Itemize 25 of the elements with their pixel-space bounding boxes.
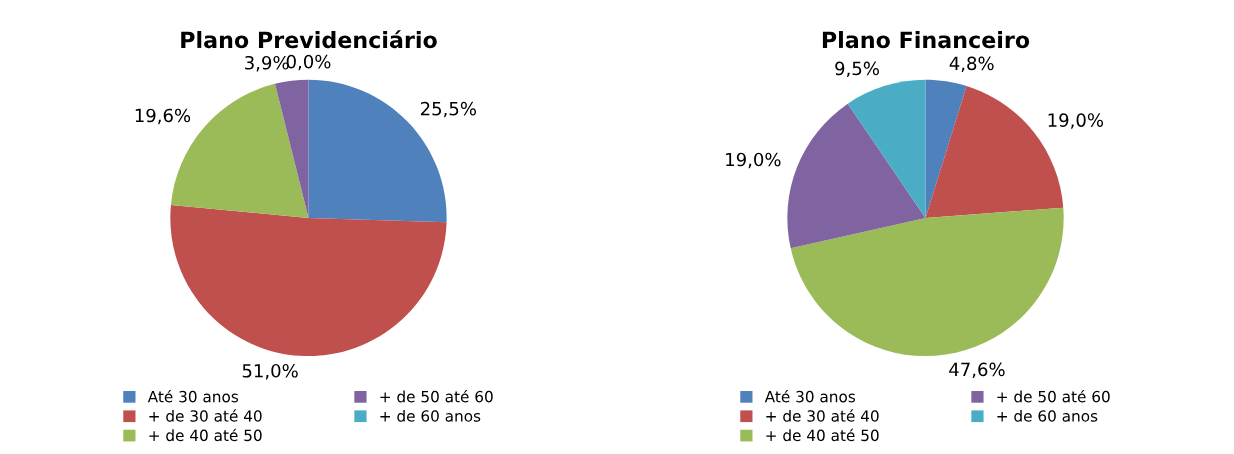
pie-slice <box>170 204 447 357</box>
data-label: 4,8% <box>949 56 994 73</box>
data-label: 19,0% <box>726 152 781 169</box>
legend-label: + de 40 até 50 <box>149 428 262 442</box>
chart-title: Plano Previdenciário <box>181 30 437 49</box>
pie-slice <box>847 79 926 218</box>
chart-title: Plano Financeiro <box>822 31 1030 49</box>
pie-slice <box>925 79 967 218</box>
legend-label: + de 50 até 60 <box>380 389 493 403</box>
legend-label: + de 50 até 60 <box>997 389 1110 403</box>
legend-label: + de 30 até 40 <box>149 409 262 422</box>
legend-label: Até 30 anos <box>147 389 239 403</box>
legend-label: + de 60 anos <box>380 409 481 422</box>
data-label: 19,6% <box>135 108 191 125</box>
legend-label: + de 60 anos <box>997 409 1098 422</box>
data-label: 47,6% <box>949 362 1005 379</box>
data-label: 25,5% <box>420 101 476 118</box>
legend-label: + de 40 até 50 <box>766 428 879 442</box>
data-label: 9,5% <box>835 61 879 78</box>
legend-label: + de 30 até 40 <box>766 409 879 422</box>
pie-slice <box>787 103 926 249</box>
legend-label: Até 30 anos <box>764 389 856 403</box>
pie-slice <box>790 207 1064 357</box>
data-label: 19,0% <box>1048 113 1104 129</box>
data-label: 51,0% <box>242 363 298 380</box>
